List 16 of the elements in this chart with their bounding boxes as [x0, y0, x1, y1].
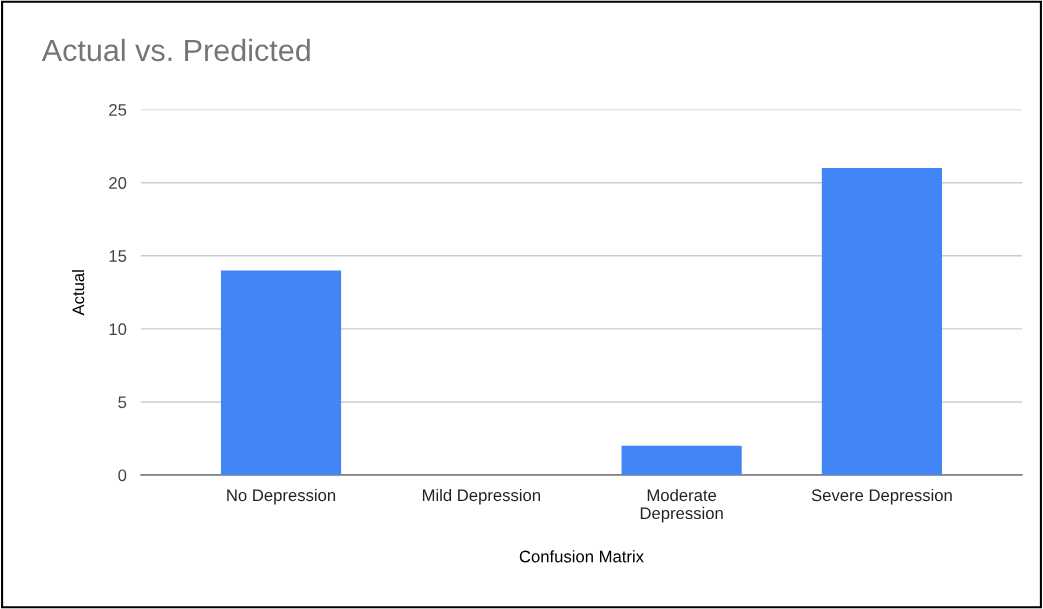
x-tick-label: Moderate Depression — [640, 488, 723, 523]
y-tick-label: 15 — [109, 250, 127, 262]
bar — [821, 168, 943, 476]
y-tick-label: 20 — [109, 177, 127, 189]
x-axis-title: Confusion Matrix — [519, 550, 644, 563]
y-tick-label: 10 — [109, 323, 127, 336]
y-tick-label: 25 — [109, 104, 127, 116]
x-tick-label: No Depression — [227, 488, 336, 505]
bar — [220, 270, 342, 476]
y-tick-label: 5 — [118, 396, 127, 409]
x-tick-label: Mild Depression — [422, 488, 540, 505]
y-tick-label: 0 — [118, 469, 127, 482]
bar — [621, 445, 742, 476]
chart-title: Actual vs. Predicted — [41, 38, 310, 62]
y-axis-title: Actual — [72, 270, 85, 316]
x-tick-label: Severe Depression — [811, 488, 952, 505]
